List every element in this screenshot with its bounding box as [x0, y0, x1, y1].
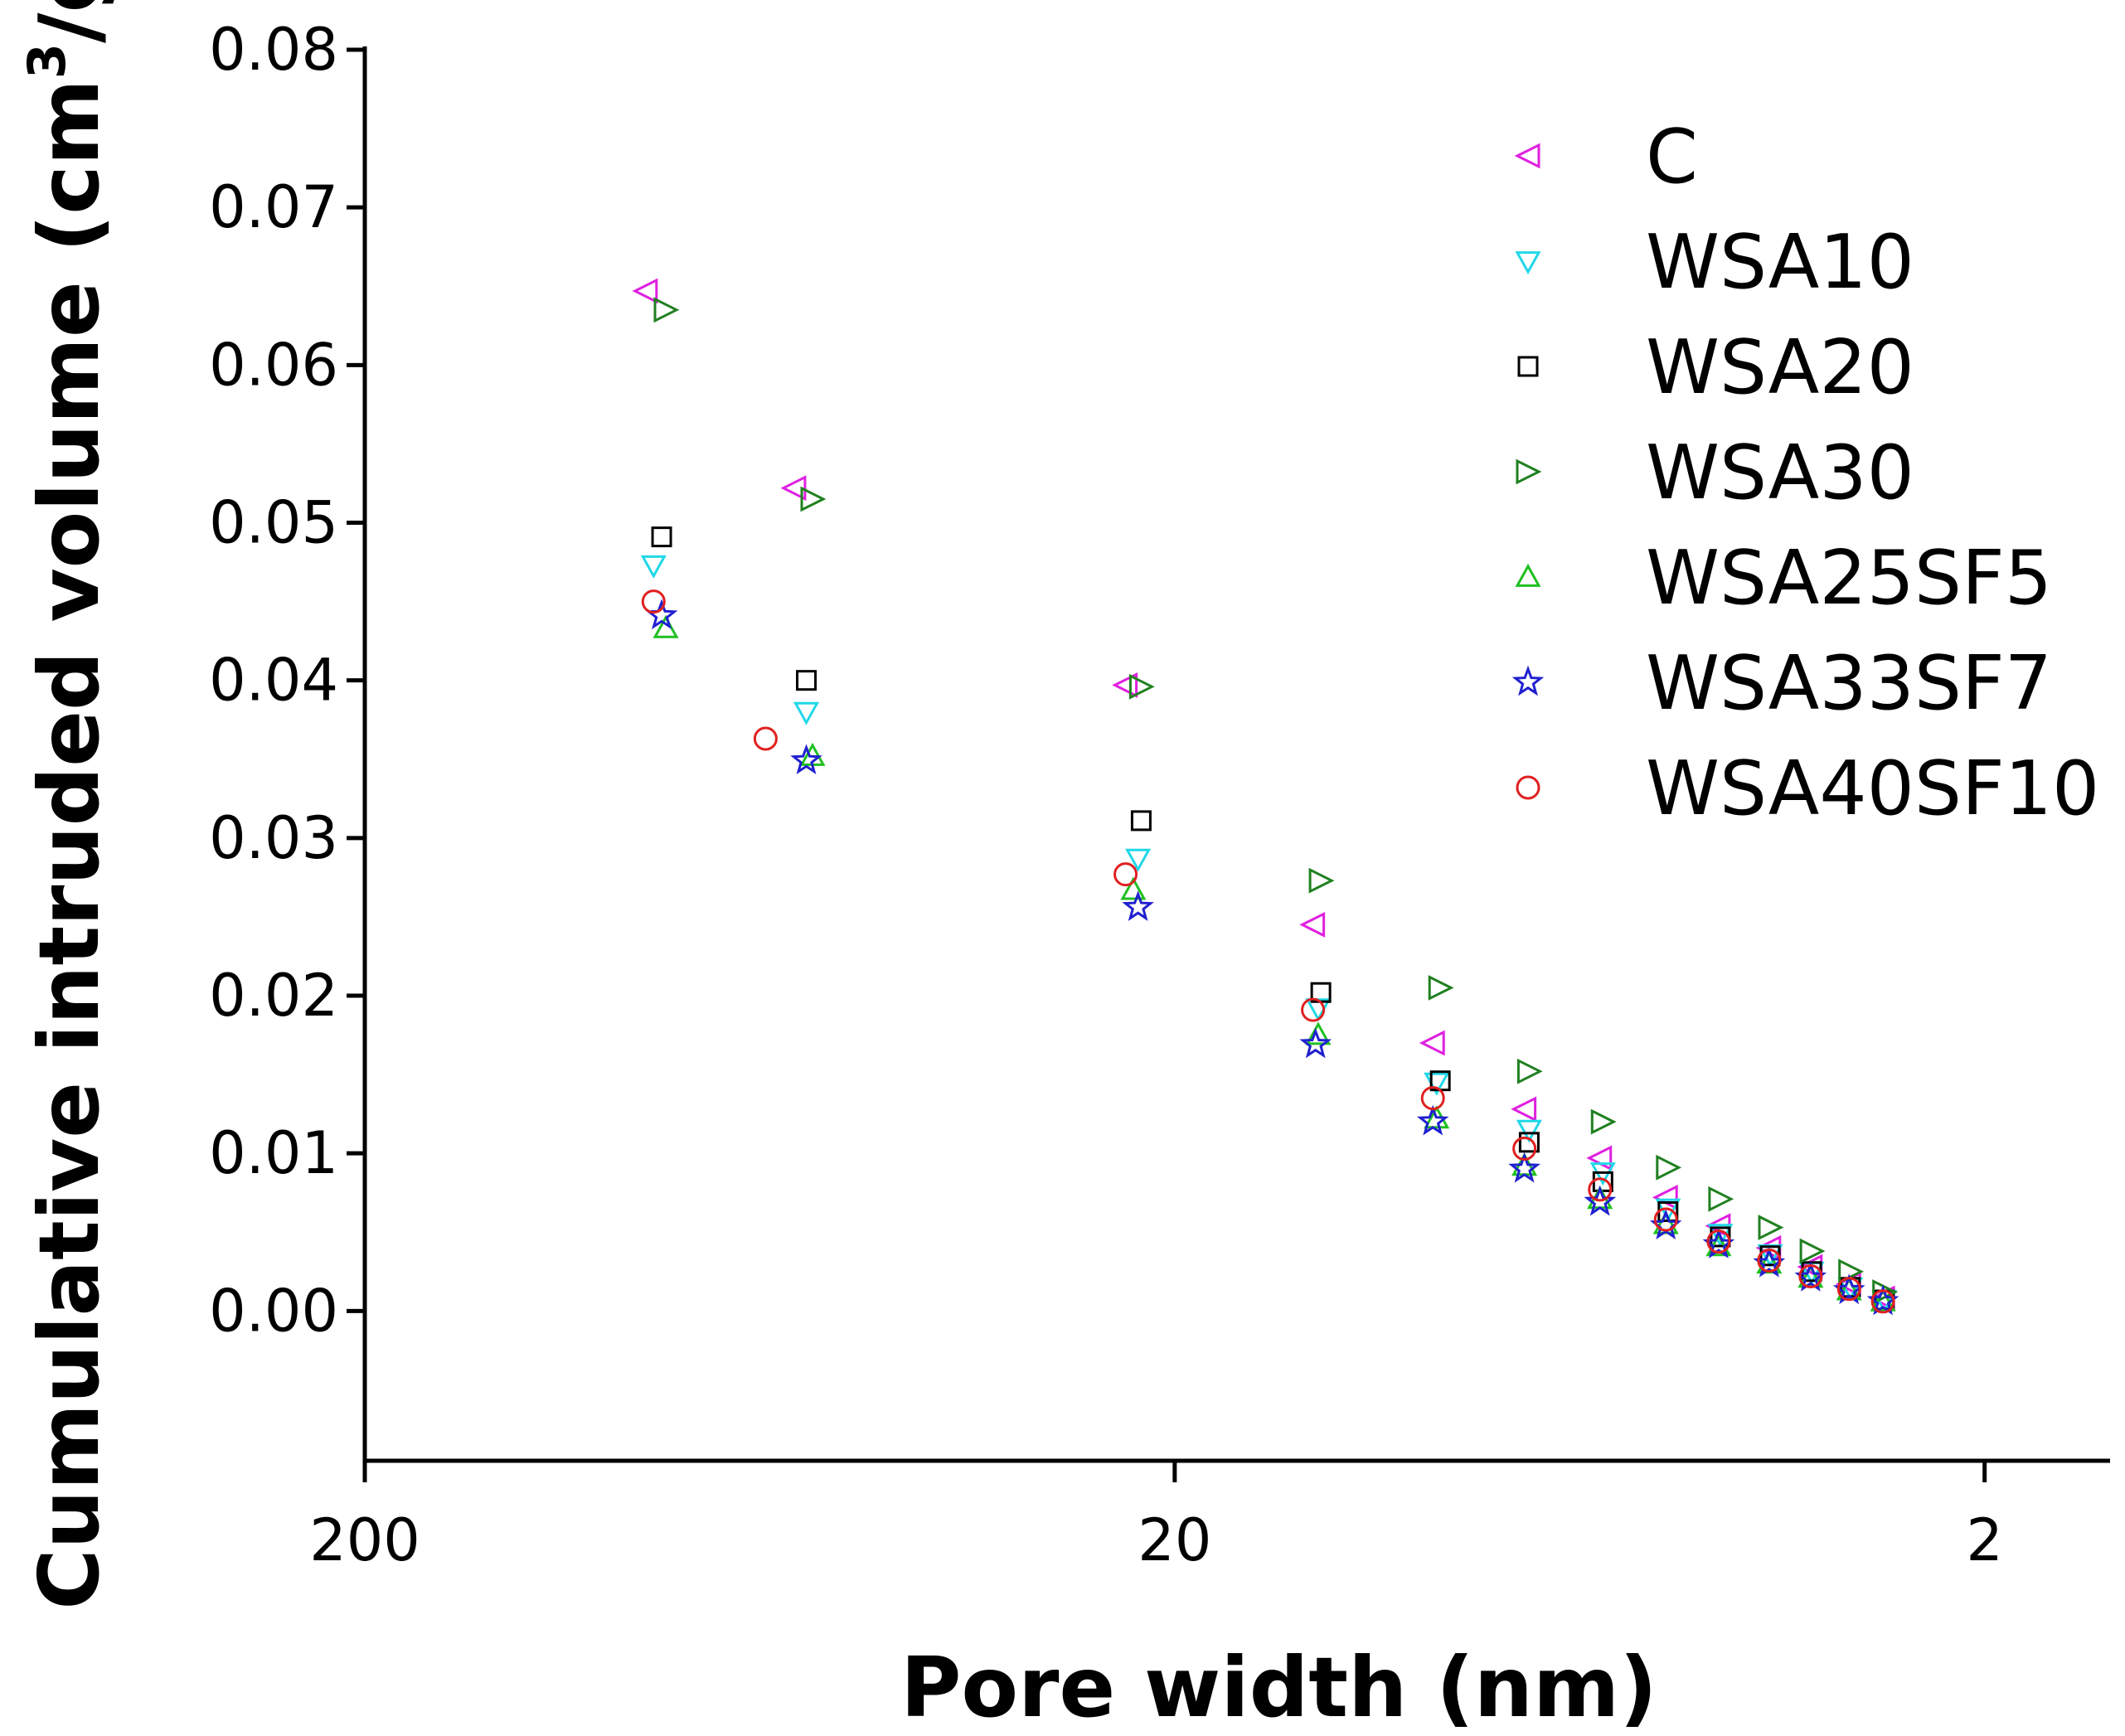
- point-wsa33sf7: [1508, 1152, 1541, 1183]
- point-wsa30: [1799, 1238, 1826, 1264]
- axes: [362, 46, 2110, 1463]
- point-wsa40sf10: [1798, 1264, 1823, 1289]
- legend-label-wsa25sf5: WSA25SF5: [1646, 535, 2052, 622]
- point-wsa20: [1518, 1132, 1540, 1153]
- point-wsa40sf10: [1113, 862, 1138, 887]
- point-wsa40sf10: [1706, 1229, 1731, 1254]
- point-wsa30: [1128, 673, 1155, 700]
- point-wsa33sf7: [1416, 1104, 1449, 1136]
- point-wsa40sf10: [753, 726, 778, 751]
- y-tick-label: 0.01: [209, 1119, 338, 1187]
- point-wsa33sf7: [1122, 890, 1154, 921]
- point-wsa30: [653, 297, 680, 323]
- legend-label-wsa30: WSA30: [1646, 429, 1914, 516]
- point-wsa30: [1428, 975, 1454, 1001]
- point-wsa40sf10: [1301, 997, 1326, 1022]
- point-c: [780, 475, 807, 502]
- point-wsa33sf7: [790, 744, 822, 775]
- point-c: [1511, 1096, 1537, 1123]
- point-wsa10: [640, 555, 667, 579]
- y-axis-title-end: /g): [21, 0, 118, 43]
- ticks: 0.00 0.01 0.02 0.03 0.04 0.05 0.06 0.07 0.08 200 2…: [209, 16, 2003, 1574]
- point-wsa30: [1516, 1058, 1543, 1084]
- legend-marker-wsa33sf7: [1511, 665, 1545, 696]
- point-wsa25sf5: [1870, 1287, 1896, 1312]
- y-tick-label: 0.07: [209, 173, 338, 241]
- point-wsa33sf7: [1299, 1027, 1332, 1059]
- y-tick-label: 0.00: [209, 1277, 338, 1345]
- data-points: [632, 278, 1899, 1316]
- legend-label-wsa20: WSA20: [1646, 324, 1914, 411]
- legend-marker-wsa25sf5: [1515, 563, 1541, 587]
- point-wsa40sf10: [1512, 1136, 1537, 1161]
- point-wsa40sf10: [1836, 1277, 1861, 1302]
- y-tick-label: 0.02: [209, 962, 338, 1030]
- y-tick-label: 0.04: [209, 647, 338, 715]
- point-wsa40sf10: [1870, 1289, 1895, 1314]
- y-tick-label: 0.03: [209, 804, 338, 872]
- legend-marker-wsa30: [1516, 458, 1542, 485]
- y-axis-title-superscript: 3: [17, 43, 77, 79]
- point-wsa30: [1872, 1279, 1899, 1305]
- legend-label-wsa33sf7: WSA33SF7: [1646, 640, 2052, 727]
- point-wsa40sf10: [641, 589, 666, 614]
- point-c: [1299, 911, 1326, 938]
- y-tick-label: 0.05: [209, 489, 338, 557]
- point-wsa30: [1656, 1154, 1682, 1181]
- x-axis-title: Pore width (nm): [900, 1639, 1657, 1736]
- point-wsa33sf7: [1584, 1185, 1617, 1216]
- y-tick-label: 0.06: [209, 331, 338, 399]
- y-tick-label: 0.08: [209, 16, 338, 84]
- legend-marker-c: [1514, 143, 1540, 169]
- axis-titles: Pore width (nm) Cumulative intruded volum…: [17, 0, 1657, 1736]
- legend-label-c: C: [1646, 114, 1698, 201]
- y-axis-title: Cumulative intruded volume (cm3/g): [17, 0, 118, 1610]
- point-wsa30: [1708, 1186, 1734, 1212]
- legend: C WSA10 WSA20 WSA30 WSA25SF5 WSA33SF7 WSA40SF1…: [1511, 114, 2099, 832]
- point-wsa10: [1516, 1119, 1542, 1143]
- point-wsa40sf10: [1757, 1248, 1782, 1273]
- point-wsa25sf5: [1305, 1021, 1332, 1045]
- legend-marker-wsa40sf10: [1516, 775, 1540, 800]
- point-c: [632, 278, 658, 304]
- point-wsa20: [651, 526, 672, 548]
- point-wsa25sf5: [1120, 876, 1147, 900]
- point-c: [1112, 672, 1138, 698]
- point-wsa40sf10: [1653, 1207, 1678, 1232]
- x-tick-label: 2: [1966, 1506, 2003, 1574]
- legend-marker-wsa10: [1515, 251, 1541, 275]
- x-tick-label: 200: [309, 1506, 420, 1574]
- point-wsa40sf10: [1420, 1086, 1445, 1111]
- point-c: [1419, 1030, 1445, 1056]
- point-wsa25sf5: [653, 614, 679, 638]
- x-tick-label: 20: [1138, 1506, 1211, 1574]
- point-wsa20: [796, 670, 817, 691]
- point-wsa30: [800, 486, 827, 512]
- point-wsa30: [1590, 1108, 1617, 1135]
- y-axis-title-main: Cumulative intruded volume (cm: [21, 79, 118, 1610]
- point-wsa10: [1125, 848, 1152, 872]
- legend-label-wsa10: WSA10: [1646, 219, 1914, 306]
- point-wsa40sf10: [1588, 1177, 1613, 1202]
- point-wsa30: [1758, 1215, 1784, 1241]
- legend-label-wsa40sf10: WSA40SF10: [1646, 745, 2099, 832]
- point-wsa10: [793, 701, 820, 725]
- point-wsa30: [1308, 867, 1335, 894]
- point-wsa20: [1130, 810, 1152, 832]
- legend-marker-wsa20: [1517, 356, 1539, 377]
